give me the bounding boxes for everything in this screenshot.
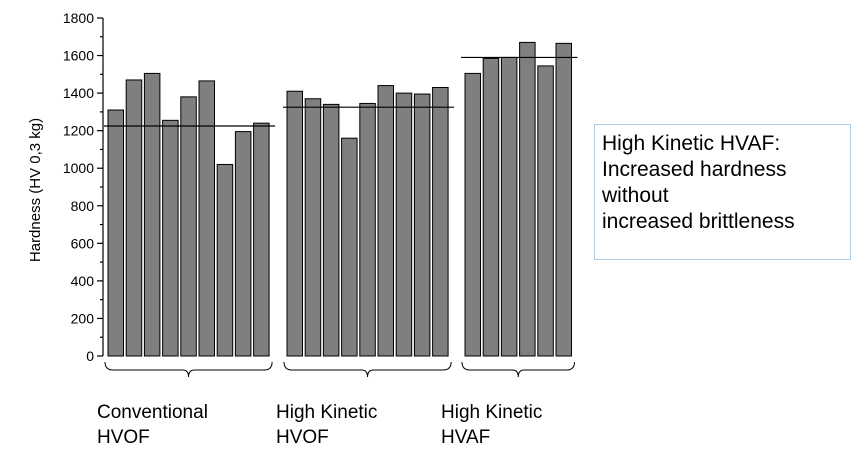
y-tick-label: 0 [86, 348, 94, 364]
bar [286, 90, 303, 357]
y-tick-label: 200 [71, 310, 95, 326]
y-tick-label: 1600 [63, 48, 94, 64]
bar [162, 119, 179, 357]
bar [198, 80, 215, 357]
annotation-box: High Kinetic HVAF: Increased hardness wi… [594, 124, 851, 260]
hardness-bar-chart: 0 200 400 600 800 1000 1200 1400 1600 1800 Hardne… [27, 10, 578, 448]
group-brace [461, 361, 575, 378]
group-label: HVAF [441, 427, 490, 448]
group-label: HVOF [276, 427, 329, 448]
bar [359, 102, 376, 357]
bar [304, 98, 322, 357]
annotation-line: increased brittleness [602, 210, 795, 233]
y-tick-label: 600 [71, 235, 95, 251]
bar [395, 92, 413, 357]
bar [253, 122, 270, 357]
group-labels: Conventional HVOF High Kinetic HVOF High Kin… [97, 402, 542, 448]
y-tick-label: 800 [71, 198, 95, 214]
bar [143, 72, 161, 357]
bar [464, 72, 481, 357]
y-tick-label: 1400 [63, 85, 94, 101]
y-tick-label: 1200 [63, 123, 94, 139]
bars [107, 41, 572, 357]
bar [377, 85, 394, 357]
bar [180, 96, 197, 357]
bar [234, 131, 252, 357]
bar [519, 41, 536, 357]
group-label: High Kinetic [276, 402, 377, 423]
y-axis: 0 200 400 600 800 1000 1200 1400 1600 1800 [63, 10, 104, 364]
group-mean-lines [104, 56, 578, 127]
y-tick-label: 400 [71, 273, 95, 289]
bar [341, 137, 358, 357]
y-tick-label: 1000 [63, 160, 94, 176]
bar [413, 93, 431, 357]
group-brace [104, 361, 273, 378]
annotation-line: High Kinetic HVAF: [602, 132, 781, 155]
y-tick-label: 1800 [63, 10, 94, 26]
bar [125, 79, 143, 357]
bar [322, 103, 340, 357]
bar [482, 57, 500, 357]
group-braces [104, 361, 575, 378]
group-brace [283, 361, 452, 378]
bar [107, 109, 124, 357]
annotation-line: Increased hardness [602, 158, 787, 181]
annotation-line: without [602, 184, 669, 207]
bar [432, 86, 449, 357]
group-label: Conventional [97, 402, 208, 423]
y-axis-label: Hardness (HV 0,3 kg) [27, 118, 44, 262]
group-label: High Kinetic [441, 402, 542, 423]
bar [537, 65, 554, 357]
bar [500, 56, 518, 357]
bar [555, 42, 572, 357]
bar [216, 163, 234, 357]
group-label: HVOF [97, 427, 150, 448]
